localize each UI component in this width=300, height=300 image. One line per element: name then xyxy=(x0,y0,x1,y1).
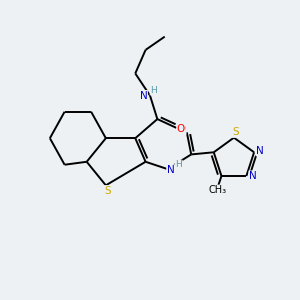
Text: N: N xyxy=(249,171,257,181)
Text: N: N xyxy=(140,91,147,100)
Text: H: H xyxy=(150,86,157,95)
Text: S: S xyxy=(232,127,239,137)
Text: CH₃: CH₃ xyxy=(209,185,227,195)
Text: N: N xyxy=(167,165,175,175)
Text: H: H xyxy=(176,160,182,169)
Text: O: O xyxy=(177,124,185,134)
Text: O: O xyxy=(178,124,186,134)
Text: N: N xyxy=(256,146,264,156)
Text: S: S xyxy=(104,186,111,196)
